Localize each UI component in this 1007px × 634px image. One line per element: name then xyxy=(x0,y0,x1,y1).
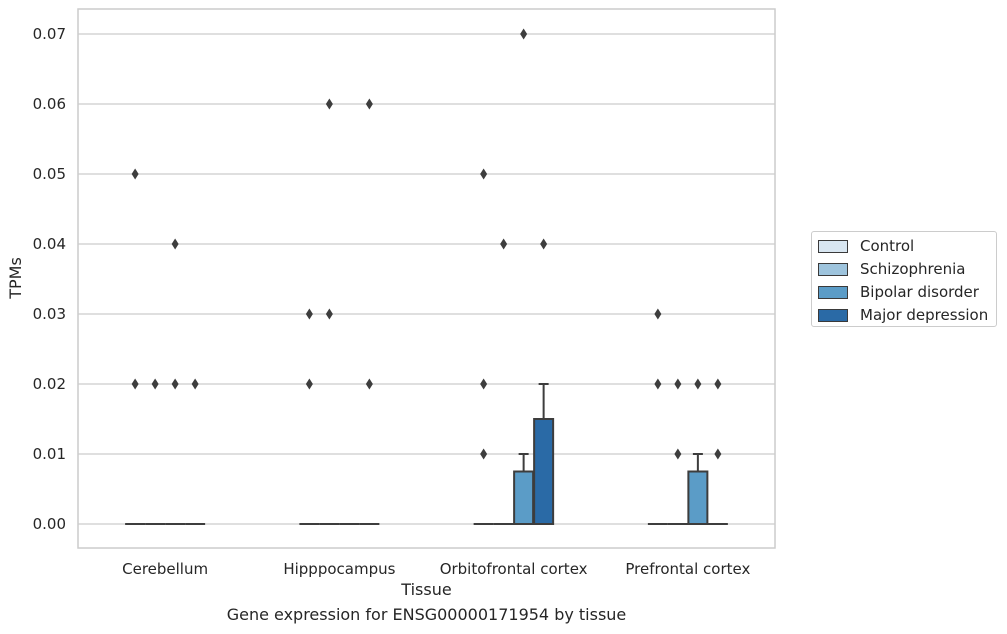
legend-swatch-bipolar-disorder xyxy=(818,285,848,299)
outlier-point xyxy=(151,378,159,390)
box-schizophrenia xyxy=(667,378,688,525)
grid-lines xyxy=(78,33,775,525)
y-axis-ticks: 0.00 0.01 0.02 0.03 0.04 0.05 0.06 0.07 xyxy=(33,25,66,533)
box-major-depression xyxy=(533,238,555,525)
outlier-point xyxy=(171,378,179,390)
x-axis-ticks: Cerebellum Hipppocampus Orbitofrontal cort… xyxy=(122,560,750,578)
outlier-point xyxy=(540,238,548,250)
outlier-point xyxy=(131,378,139,390)
outlier-point xyxy=(480,448,488,460)
outlier-point xyxy=(325,308,333,320)
outlier-point xyxy=(131,168,139,180)
outlier-point xyxy=(191,378,199,390)
y-tick-label: 0.00 xyxy=(33,515,66,533)
box-schizophrenia xyxy=(319,98,340,525)
box-bipolar-disorder xyxy=(165,238,186,525)
outlier-point xyxy=(674,378,682,390)
outlier-point xyxy=(714,378,722,390)
outlier-point xyxy=(674,448,682,460)
x-tick-label: Cerebellum xyxy=(122,560,208,578)
legend-item-control: Control xyxy=(818,237,914,255)
box-body xyxy=(533,418,555,525)
box-schizophrenia xyxy=(493,238,514,525)
y-tick-label: 0.03 xyxy=(33,305,66,323)
outlier-point xyxy=(500,238,508,250)
box-bipolar-disorder xyxy=(513,28,535,525)
legend-item-major-depression: Major depression xyxy=(818,306,988,324)
legend-label: Major depression xyxy=(860,306,989,324)
outlier-point xyxy=(654,378,662,390)
y-tick-label: 0.01 xyxy=(33,445,66,463)
y-axis-label: TPMs xyxy=(6,257,25,300)
outlier-point xyxy=(654,308,662,320)
legend-swatch-control xyxy=(818,239,848,253)
outlier-point xyxy=(365,98,373,110)
legend: Control Schizophrenia Bipolar disorder M… xyxy=(811,231,997,327)
outlier-point xyxy=(305,308,313,320)
box-bipolar-disorder xyxy=(687,378,709,525)
x-axis-label: Tissue xyxy=(400,580,451,599)
outlier-point xyxy=(714,448,722,460)
box-major-depression xyxy=(359,98,380,525)
box-body xyxy=(513,470,535,525)
box-control xyxy=(647,308,668,525)
legend-item-bipolar-disorder: Bipolar disorder xyxy=(818,283,979,301)
x-tick-label: Prefrontal cortex xyxy=(625,560,750,578)
outlier-point xyxy=(171,238,179,250)
outlier-point xyxy=(365,378,373,390)
outlier-point xyxy=(694,378,702,390)
y-tick-label: 0.06 xyxy=(33,95,66,113)
legend-label: Bipolar disorder xyxy=(860,283,979,301)
y-tick-label: 0.02 xyxy=(33,375,66,393)
outlier-point xyxy=(325,98,333,110)
y-tick-label: 0.04 xyxy=(33,235,66,253)
legend-swatch-major-depression xyxy=(818,308,848,322)
legend-item-schizophrenia: Schizophrenia xyxy=(818,260,965,278)
plot-area xyxy=(77,8,776,549)
legend-label: Control xyxy=(860,237,915,255)
y-tick-label: 0.07 xyxy=(33,25,66,43)
y-tick-label: 0.05 xyxy=(33,165,66,183)
legend-label: Schizophrenia xyxy=(860,260,966,278)
box-schizophrenia xyxy=(145,378,166,525)
x-tick-label: Hipppocampus xyxy=(283,560,395,578)
x-tick-label: Orbitofrontal cortex xyxy=(440,560,588,578)
outlier-point xyxy=(305,378,313,390)
chart-caption: Gene expression for ENSG00000171954 by t… xyxy=(226,605,627,624)
legend-swatch-schizophrenia xyxy=(818,262,848,276)
box-control xyxy=(299,308,320,525)
outlier-point xyxy=(480,378,488,390)
box-major-depression xyxy=(185,378,206,525)
box-major-depression xyxy=(707,378,728,525)
outlier-point xyxy=(520,28,528,40)
outlier-point xyxy=(480,168,488,180)
boxes xyxy=(125,28,728,525)
box-control xyxy=(125,168,146,525)
box-body xyxy=(687,470,709,525)
box-control xyxy=(473,168,494,525)
